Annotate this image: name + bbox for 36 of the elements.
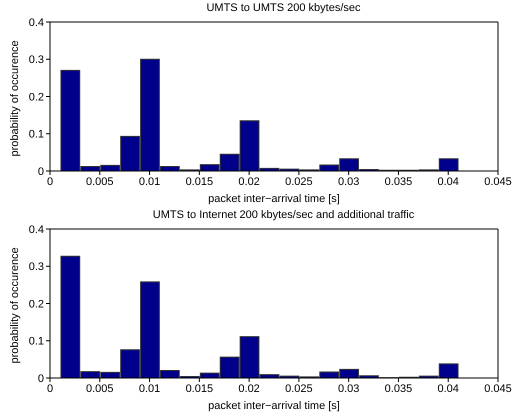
x-tick-label: 0.02 <box>238 176 260 188</box>
y-tick-label: 0.3 <box>28 261 44 274</box>
y-tick-label: 0.1 <box>28 128 44 141</box>
y-axis-title: probability of occurence <box>8 247 21 364</box>
x-tick-label: 0.045 <box>484 176 512 188</box>
x-tick-label: 0.005 <box>86 382 114 395</box>
x-tick-label: 0.035 <box>384 382 412 395</box>
x-tick-label: 0.03 <box>338 382 360 395</box>
x-tick-label: 0.005 <box>86 176 114 188</box>
x-tick-label: 0.01 <box>138 176 160 188</box>
y-tick-label: 0 <box>38 166 44 178</box>
y-tick-label: 0.2 <box>28 91 44 104</box>
y-tick-label: 0.4 <box>28 16 44 29</box>
x-tick-label: 0 <box>46 382 54 395</box>
x-axis-title: packet inter−arrival time [s] <box>208 193 340 205</box>
chart-title: UMTS to UMTS 200 kbytes/sec <box>205 1 362 16</box>
x-tick-label: 0 <box>46 176 54 188</box>
y-tick-label: 0 <box>38 372 44 385</box>
x-tick-label: 0.04 <box>438 382 459 395</box>
x-tick-label: 0.025 <box>285 382 313 395</box>
x-tick-label: 0.025 <box>285 176 313 188</box>
x-tick-label: 0.04 <box>438 176 459 188</box>
x-tick-label: 0.02 <box>238 382 260 395</box>
y-axis-title: probability of occurence <box>8 40 21 156</box>
y-tick-label: 0.2 <box>28 298 44 310</box>
x-tick-label: 0.01 <box>138 382 160 395</box>
y-tick-label: 0.4 <box>28 224 44 236</box>
x-tick-label: 0.015 <box>186 382 214 395</box>
x-tick-label: 0.03 <box>338 176 360 188</box>
y-tick-label: 0.1 <box>28 336 44 348</box>
chart-title: UMTS to Internet 200 kbytes/sec and additional traffic <box>152 208 416 223</box>
x-tick-label: 0.045 <box>484 382 512 395</box>
x-tick-label: 0.015 <box>186 176 214 188</box>
x-axis-title: packet inter−arrival time [s] <box>208 400 340 412</box>
x-tick-label: 0.035 <box>384 176 412 188</box>
y-tick-label: 0.3 <box>28 54 44 66</box>
